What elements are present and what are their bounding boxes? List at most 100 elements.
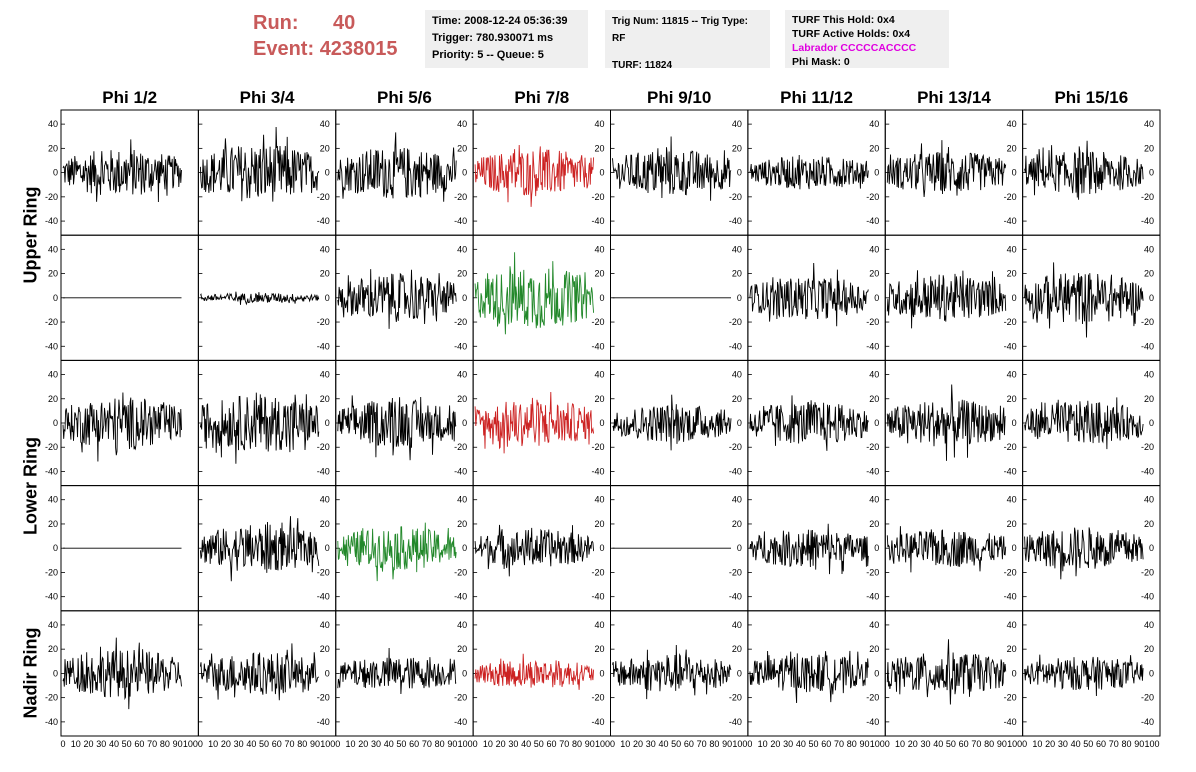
x-tick-label: 50 — [259, 739, 269, 749]
run-label: Run: — [253, 12, 299, 34]
y-tick-label: 0 — [462, 543, 467, 553]
x-tick-label: 90 — [585, 739, 595, 749]
y-tick-label: -40 — [591, 717, 604, 727]
y-tick-label: 0 — [462, 168, 467, 178]
waveform-panel: -40 -20 0 20 40 — [610, 234, 749, 361]
y-tick-label: 20 — [732, 143, 742, 153]
x-tick-label: 0 — [885, 739, 890, 749]
y-tick-label: -20 — [866, 693, 879, 703]
y-tick-label: 20 — [732, 394, 742, 404]
y-tick-label: -20 — [317, 442, 330, 452]
y-tick-label: -40 — [729, 216, 742, 226]
y-tick-label: 40 — [1144, 495, 1154, 505]
y-tick-label: 0 — [874, 668, 879, 678]
y-tick-label: 20 — [320, 644, 330, 654]
waveform-trace — [886, 270, 1007, 329]
y-tick-label: 40 — [732, 620, 742, 630]
turf-info-box: TURF This Hold: 0x4 TURF Active Holds: 0… — [785, 10, 949, 68]
waveform-panel: -40 -20 0 20 40 — [884, 109, 1024, 236]
y-tick-label: 20 — [1007, 269, 1017, 279]
y-tick-label: -40 — [1004, 466, 1017, 476]
waveform-panel: -40 -20 0 20 40 — [197, 109, 337, 236]
y-tick-label: -20 — [317, 693, 330, 703]
x-tick-label: 0 — [198, 739, 203, 749]
y-tick-label: -40 — [1004, 717, 1017, 727]
y-tick-label: 0 — [1012, 668, 1017, 678]
y-tick-label: -20 — [591, 693, 604, 703]
waveform-panel: -40 -20 0 20 40 — [472, 359, 611, 487]
x-tick-label: 10 — [758, 739, 768, 749]
y-tick-label: -40 — [317, 592, 330, 602]
y-tick-label: 20 — [1144, 143, 1154, 153]
x-tick-label: 90 — [173, 739, 183, 749]
y-tick-label: -20 — [1141, 693, 1154, 703]
waveform-trace — [200, 291, 320, 306]
waveform-trace — [1024, 527, 1144, 580]
y-tick-label: -20 — [1141, 567, 1154, 577]
y-tick-label: -20 — [1141, 317, 1154, 327]
x-tick-label: 40 — [796, 739, 806, 749]
x-tick-label: 80 — [1122, 739, 1132, 749]
y-tick-label: -20 — [866, 192, 879, 202]
y-tick-label: 0 — [599, 168, 604, 178]
y-tick-label: 0 — [325, 293, 330, 303]
y-tick-label: 20 — [457, 519, 467, 529]
x-tick-label: 60 — [547, 739, 557, 749]
x-tick-label: 80 — [435, 739, 445, 749]
waveform-panel: -40 -20 0 20 40 — [747, 359, 886, 487]
waveform-panel: -40 -20 0 20 40 — [335, 359, 474, 487]
x-tick-label: 40 — [1071, 739, 1081, 749]
x-tick-label: 10 — [71, 739, 81, 749]
y-tick-label: 40 — [1144, 370, 1154, 380]
waveform-panel: -40 -20 0 20 40 — [45, 234, 199, 361]
y-tick-label: 40 — [320, 119, 330, 129]
x-tick-label: 70 — [147, 739, 157, 749]
x-tick-label: 90 — [1134, 739, 1144, 749]
waveform-trace — [886, 639, 1007, 705]
y-tick-label: 20 — [594, 269, 604, 279]
y-tick-label: -40 — [1004, 216, 1017, 226]
y-tick-label: 20 — [1007, 519, 1017, 529]
y-tick-label: -40 — [591, 592, 604, 602]
waveform-panel: -40 -20 0 20 40 — [610, 359, 749, 487]
waveform-panel: -40 -20 0 20 40 — [610, 109, 749, 236]
y-tick-label: 0 — [737, 168, 742, 178]
y-tick-label: 0 — [53, 293, 58, 303]
x-tick-label: 0 — [60, 739, 65, 749]
y-tick-label: 40 — [732, 495, 742, 505]
y-tick-label: 20 — [457, 644, 467, 654]
y-tick-label: 40 — [1144, 620, 1154, 630]
waveform-trace — [474, 524, 595, 577]
y-tick-label: 0 — [599, 293, 604, 303]
y-tick-label: -20 — [454, 192, 467, 202]
y-tick-label: 20 — [1007, 143, 1017, 153]
y-tick-label: -20 — [1004, 567, 1017, 577]
y-tick-label: -20 — [729, 442, 742, 452]
y-tick-label: 40 — [457, 620, 467, 630]
y-tick-label: 20 — [320, 519, 330, 529]
waveform-panel: -40 -20 0 20 40 — [610, 485, 749, 612]
x-tick-label: 70 — [559, 739, 569, 749]
y-tick-label: -20 — [45, 317, 58, 327]
x-tick-label: 20 — [83, 739, 93, 749]
y-tick-label: 20 — [594, 644, 604, 654]
column-title: Phi 9/10 — [647, 88, 712, 107]
y-tick-label: -20 — [317, 317, 330, 327]
waveform-trace — [474, 252, 595, 335]
waveform-panel: -40 -20 0 20 40 — [45, 485, 199, 612]
x-tick-label: 10 — [1032, 739, 1042, 749]
y-tick-label: 40 — [594, 370, 604, 380]
x-tick-label: 40 — [246, 739, 256, 749]
y-tick-label: 40 — [320, 495, 330, 505]
y-tick-label: -20 — [1004, 317, 1017, 327]
y-tick-label: -40 — [866, 717, 879, 727]
turf-text: TURF: 11824 — [612, 60, 673, 71]
y-tick-label: -40 — [454, 592, 467, 602]
y-tick-label: -40 — [454, 216, 467, 226]
y-tick-label: -20 — [866, 317, 879, 327]
waveform-trace — [337, 522, 457, 582]
x-tick-label: 50 — [122, 739, 132, 749]
x-tick-label: 20 — [358, 739, 368, 749]
